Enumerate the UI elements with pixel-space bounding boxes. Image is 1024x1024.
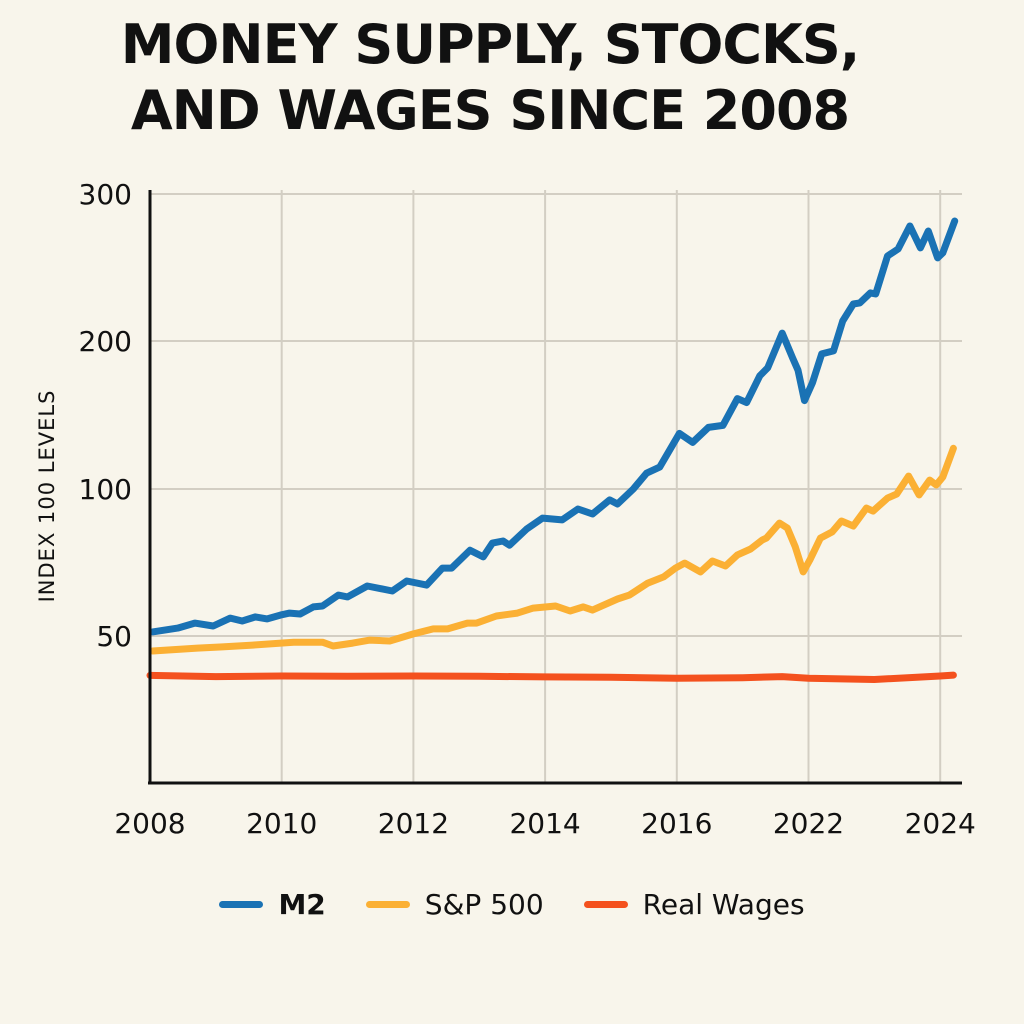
gridlines <box>150 190 962 783</box>
legend-item-real-wages: Real Wages <box>583 888 805 921</box>
chart-title-line-2: AND WAGES SINCE 2008 <box>130 79 850 142</box>
legend-item-m2: M2 <box>219 888 326 921</box>
y-tick-label: 100 <box>79 473 132 506</box>
axes <box>148 190 962 785</box>
series-line-real-wages <box>146 671 957 683</box>
y-tick-label: 50 <box>96 620 132 653</box>
legend-label-m2: M2 <box>278 888 326 921</box>
legend-label-sp500: S&P 500 <box>424 888 544 921</box>
chart-title-line-1: MONEY SUPPLY, STOCKS, <box>120 13 861 76</box>
y-axis-label: INDEX 100 LEVELS <box>35 390 59 603</box>
series-line-s-p-500 <box>149 444 957 655</box>
y-tick-label: 200 <box>79 325 132 358</box>
x-tick-label: 2008 <box>114 807 185 840</box>
y-tick-labels: 50 100 200 300 <box>79 178 132 653</box>
legend-swatch-m2 <box>219 901 264 908</box>
series-lines <box>146 217 959 683</box>
legend: M2 S&P 500 Real Wages <box>0 888 1024 921</box>
x-tick-label: 2014 <box>509 807 580 840</box>
series-line-m2 <box>149 217 959 636</box>
chart-title: MONEY SUPPLY, STOCKS, AND WAGES SINCE 20… <box>0 12 980 144</box>
legend-swatch-real-wages <box>583 901 628 908</box>
legend-swatch-sp500 <box>365 901 410 908</box>
x-tick-label: 2022 <box>773 807 844 840</box>
legend-item-sp500: S&P 500 <box>365 888 544 921</box>
x-tick-label: 2024 <box>905 807 976 840</box>
x-tick-labels: 2008 2010 2012 2014 2016 2022 2024 <box>114 807 975 840</box>
legend-label-real-wages: Real Wages <box>642 888 805 921</box>
y-tick-label: 300 <box>79 178 132 211</box>
x-tick-label: 2016 <box>641 807 712 840</box>
x-tick-label: 2010 <box>246 807 317 840</box>
x-tick-label: 2012 <box>378 807 449 840</box>
